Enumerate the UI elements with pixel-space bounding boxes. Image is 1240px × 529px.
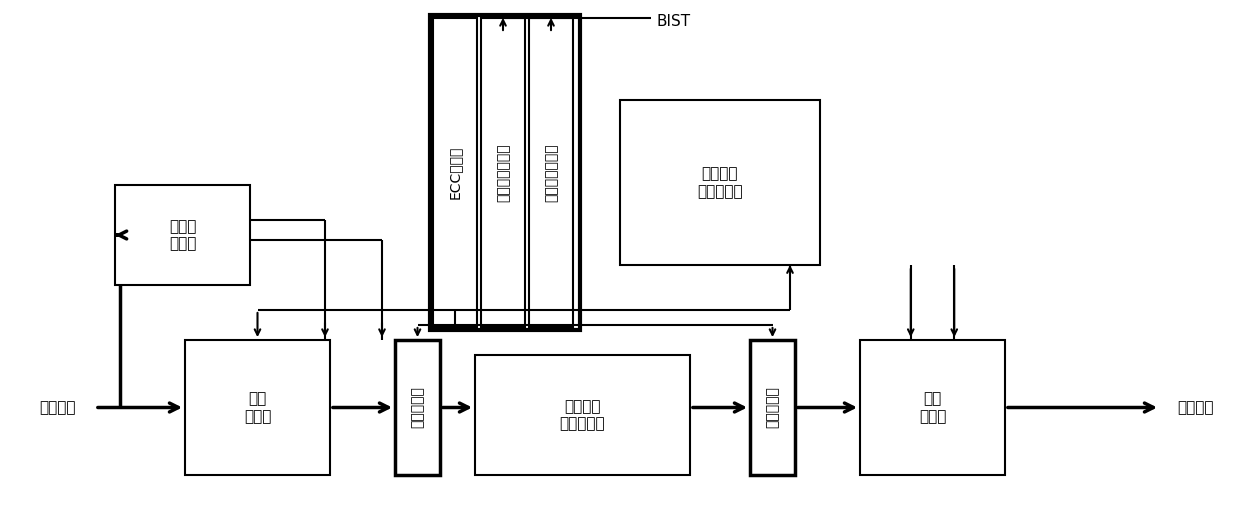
Text: 高速缓存
标签存储器: 高速缓存 标签存储器 xyxy=(697,166,743,199)
Text: 压缩映射存储器: 压缩映射存储器 xyxy=(496,143,510,202)
Text: 存入的块: 存入的块 xyxy=(40,400,76,415)
Bar xyxy=(475,355,689,475)
Text: 子块
解压器: 子块 解压器 xyxy=(919,391,946,424)
Text: 纠错解码器: 纠错解码器 xyxy=(765,387,780,428)
Text: 高速缓存
数据存储器: 高速缓存 数据存储器 xyxy=(559,399,605,431)
Text: ECC存储器: ECC存储器 xyxy=(448,146,463,199)
Bar xyxy=(433,18,477,327)
Text: 空子块
探测器: 空子块 探测器 xyxy=(169,219,196,251)
Bar xyxy=(396,340,440,475)
Text: 请求的块: 请求的块 xyxy=(1177,400,1213,415)
Bar xyxy=(529,18,573,327)
Bar xyxy=(481,18,525,327)
Text: BIST: BIST xyxy=(656,14,691,29)
Bar xyxy=(620,100,820,265)
Bar xyxy=(861,340,1004,475)
Text: 错误映射存储器: 错误映射存储器 xyxy=(544,143,558,202)
Bar xyxy=(185,340,330,475)
Bar xyxy=(115,185,250,285)
Bar xyxy=(750,340,795,475)
Text: 子块
压缩器: 子块 压缩器 xyxy=(244,391,272,424)
Bar xyxy=(430,15,580,330)
Text: 纠错编码器: 纠错编码器 xyxy=(410,387,424,428)
